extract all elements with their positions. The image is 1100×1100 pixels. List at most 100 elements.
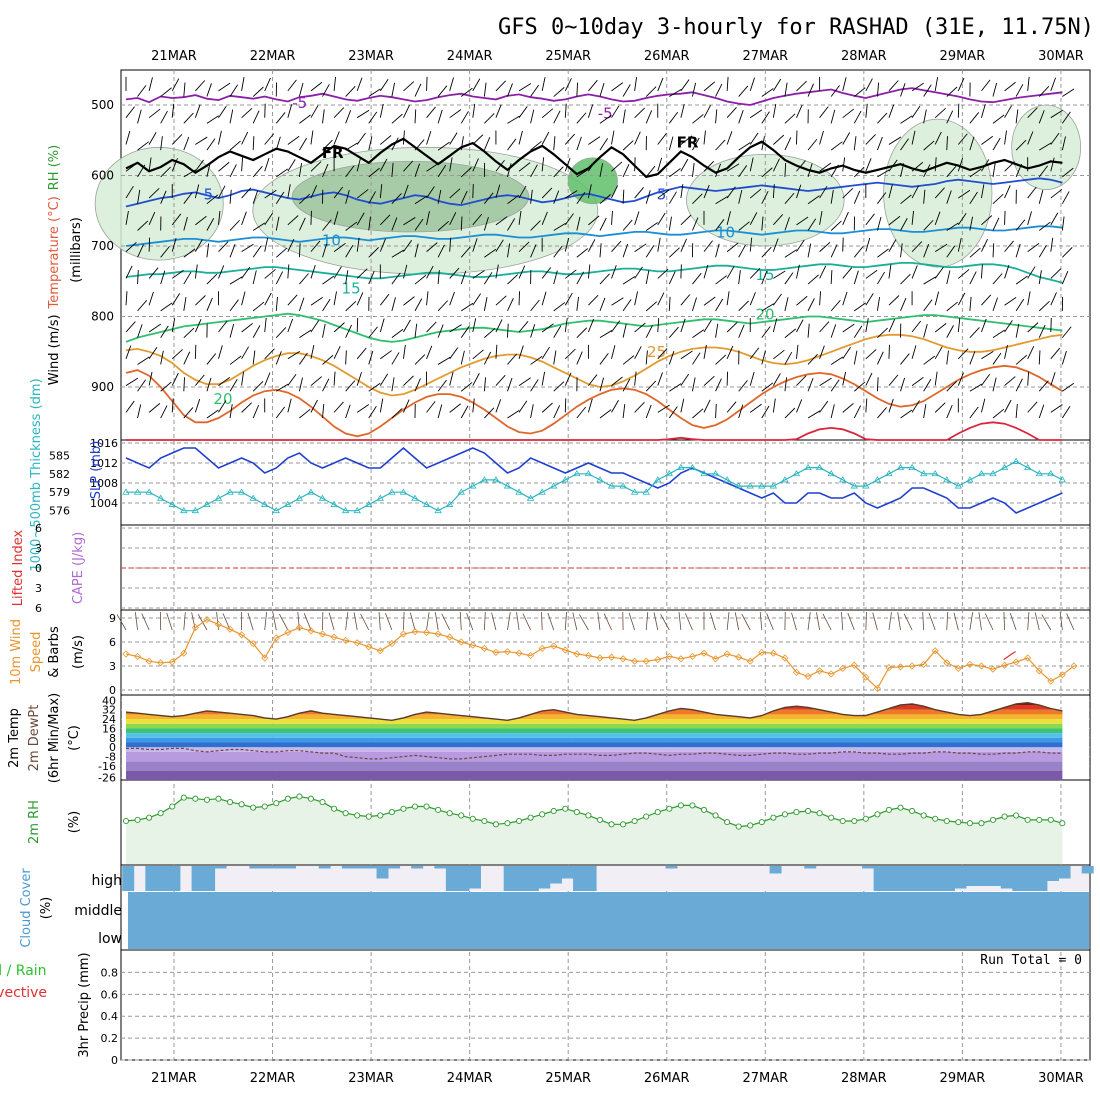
wind-barb <box>194 159 204 172</box>
wind-barb <box>611 105 620 118</box>
wind-barb <box>1015 139 1027 151</box>
wind-barb <box>1038 300 1050 312</box>
wind-barb <box>900 163 905 178</box>
wind-barb <box>692 137 700 151</box>
wind-barb <box>264 212 273 226</box>
wind-barb <box>900 273 911 285</box>
wind-barb <box>322 354 334 365</box>
wind-barb <box>588 294 599 306</box>
wind-barb <box>137 164 146 178</box>
wind-barb <box>426 242 438 252</box>
cloud-high-bar <box>966 866 979 886</box>
wind-barb <box>264 133 275 145</box>
cloud-high-bar <box>318 866 331 869</box>
wind-barb <box>611 240 622 252</box>
wind-speed-point <box>654 656 662 664</box>
wind-barb <box>426 211 430 225</box>
cloud-unit: (%) <box>39 897 54 920</box>
wind-barb <box>241 266 251 279</box>
wind-barb <box>772 318 778 333</box>
wind-barb <box>888 215 901 226</box>
wind-barb <box>472 103 476 118</box>
wind-barb <box>403 399 410 413</box>
wind-barb <box>472 349 484 360</box>
wind-barb <box>796 184 802 199</box>
wind-barb <box>518 83 532 92</box>
wind-barb <box>553 190 560 204</box>
wind-barb <box>171 158 178 172</box>
wind10-barb <box>483 612 486 631</box>
wind-barb <box>726 211 731 225</box>
wind-barb <box>738 109 744 124</box>
wind-speed-point <box>492 648 500 656</box>
wind-barb <box>194 319 202 333</box>
cape-ylabel: CAPE (J/kg) <box>71 532 86 604</box>
wind-barb <box>946 110 954 124</box>
thickness-tick: 585 <box>49 449 70 462</box>
cloud-high-bar <box>503 866 516 891</box>
wind10-barb <box>579 614 589 631</box>
wind-speed-point <box>157 659 165 667</box>
wind-barb <box>553 270 558 285</box>
wind-barb <box>865 349 877 360</box>
wind-speed-point <box>376 647 384 655</box>
wind-barb <box>611 400 619 413</box>
wind-barb <box>148 346 158 360</box>
wind-barb <box>576 271 585 285</box>
wind-barb <box>599 243 602 258</box>
wind-barb <box>1027 322 1039 333</box>
wind-barb <box>634 401 645 413</box>
wind-barb <box>692 297 697 311</box>
wind-barb <box>738 324 745 338</box>
wind-speed-point <box>596 654 604 662</box>
rh2m-point <box>885 806 893 813</box>
precip-ylabel: 3hr Precip (mm) <box>77 952 92 1057</box>
wind-barb <box>981 135 994 145</box>
cloud-high-bar <box>214 866 227 869</box>
wind-barb <box>807 323 810 338</box>
wind-barb <box>992 273 1003 285</box>
wind-barb <box>957 133 968 145</box>
wind-barb <box>1027 266 1036 279</box>
wind-barb <box>1027 291 1031 306</box>
wind-barb <box>403 81 415 92</box>
wind-barb <box>761 191 769 204</box>
wind-barb <box>784 297 789 311</box>
wind-barb <box>553 381 565 392</box>
wind-barb <box>437 85 448 97</box>
wind-barb <box>183 248 196 258</box>
cloud-high-bar <box>862 866 875 869</box>
wind-barb <box>160 405 168 419</box>
wind-speed-point <box>226 625 234 633</box>
rh2m-point <box>804 807 812 815</box>
rh2m-point <box>851 817 858 825</box>
wind-barb <box>229 189 232 204</box>
wind-barb <box>484 248 497 258</box>
rh2m-point <box>492 821 499 828</box>
rh2m-point <box>747 822 754 829</box>
wind-barb <box>934 107 946 119</box>
wind-barb <box>946 222 959 231</box>
thickness-point <box>619 482 627 489</box>
rh2m-point <box>411 803 419 810</box>
wind-speed-point <box>191 624 199 632</box>
wind-barb <box>1027 243 1040 253</box>
wind-barb <box>472 78 481 92</box>
wind-barb <box>587 264 591 279</box>
wind-barbs <box>116 76 1075 631</box>
wind-barb <box>587 398 593 413</box>
wind10-barb <box>434 612 439 631</box>
wind10-barb <box>134 612 138 631</box>
wind-barb <box>218 345 223 359</box>
wind-barb <box>507 297 514 312</box>
wind-barb <box>437 109 443 124</box>
wind-barb <box>241 291 246 306</box>
wind-barb <box>160 350 164 365</box>
wind10-barb <box>297 612 300 631</box>
date-label-bottom: 30MAR <box>1038 1071 1084 1086</box>
wind-barb <box>900 138 909 151</box>
wind-barb <box>680 184 684 199</box>
wind-barb <box>414 298 423 312</box>
wind-barb <box>368 247 379 258</box>
wind-barb <box>345 245 354 258</box>
